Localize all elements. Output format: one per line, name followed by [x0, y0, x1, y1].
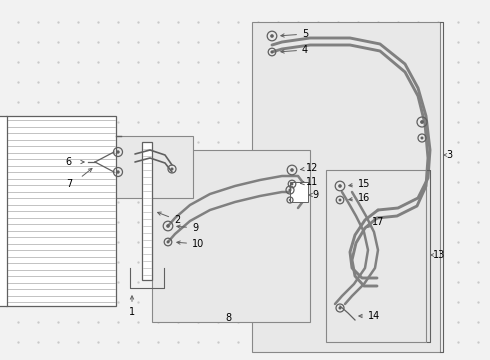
- Circle shape: [289, 189, 292, 192]
- Text: 5: 5: [281, 29, 308, 39]
- Text: 8: 8: [225, 313, 231, 323]
- Bar: [326, 170, 426, 342]
- Text: 7: 7: [66, 179, 72, 189]
- Circle shape: [166, 224, 170, 228]
- Bar: [152, 150, 310, 322]
- Bar: [6, 116, 116, 306]
- Text: 13: 13: [433, 250, 445, 260]
- Text: 11: 11: [300, 177, 318, 187]
- Circle shape: [270, 34, 274, 38]
- Circle shape: [339, 306, 342, 310]
- Bar: [0, 116, 7, 306]
- Text: 6: 6: [66, 157, 72, 167]
- Circle shape: [116, 170, 120, 174]
- Circle shape: [270, 50, 273, 53]
- Circle shape: [339, 199, 342, 202]
- Text: 14: 14: [359, 311, 380, 321]
- Circle shape: [420, 136, 423, 140]
- Bar: [252, 22, 440, 352]
- Bar: [142, 142, 152, 280]
- Text: 15: 15: [349, 179, 370, 189]
- Text: 12: 12: [300, 163, 318, 173]
- Text: 16: 16: [349, 193, 370, 203]
- Circle shape: [338, 184, 342, 188]
- Bar: [290, 182, 308, 202]
- Circle shape: [167, 240, 170, 243]
- Text: 4: 4: [281, 45, 308, 55]
- Circle shape: [290, 168, 294, 172]
- Circle shape: [291, 183, 294, 185]
- Text: 9: 9: [177, 223, 198, 233]
- Circle shape: [420, 120, 424, 124]
- Text: 2: 2: [158, 212, 180, 225]
- Bar: [88, 136, 193, 198]
- Circle shape: [116, 150, 120, 154]
- Text: 9: 9: [309, 190, 318, 200]
- Circle shape: [171, 167, 173, 171]
- Text: 1: 1: [129, 296, 135, 317]
- Text: 17: 17: [372, 217, 384, 227]
- Text: 10: 10: [177, 239, 204, 249]
- Circle shape: [289, 199, 291, 201]
- Text: 3: 3: [446, 150, 452, 160]
